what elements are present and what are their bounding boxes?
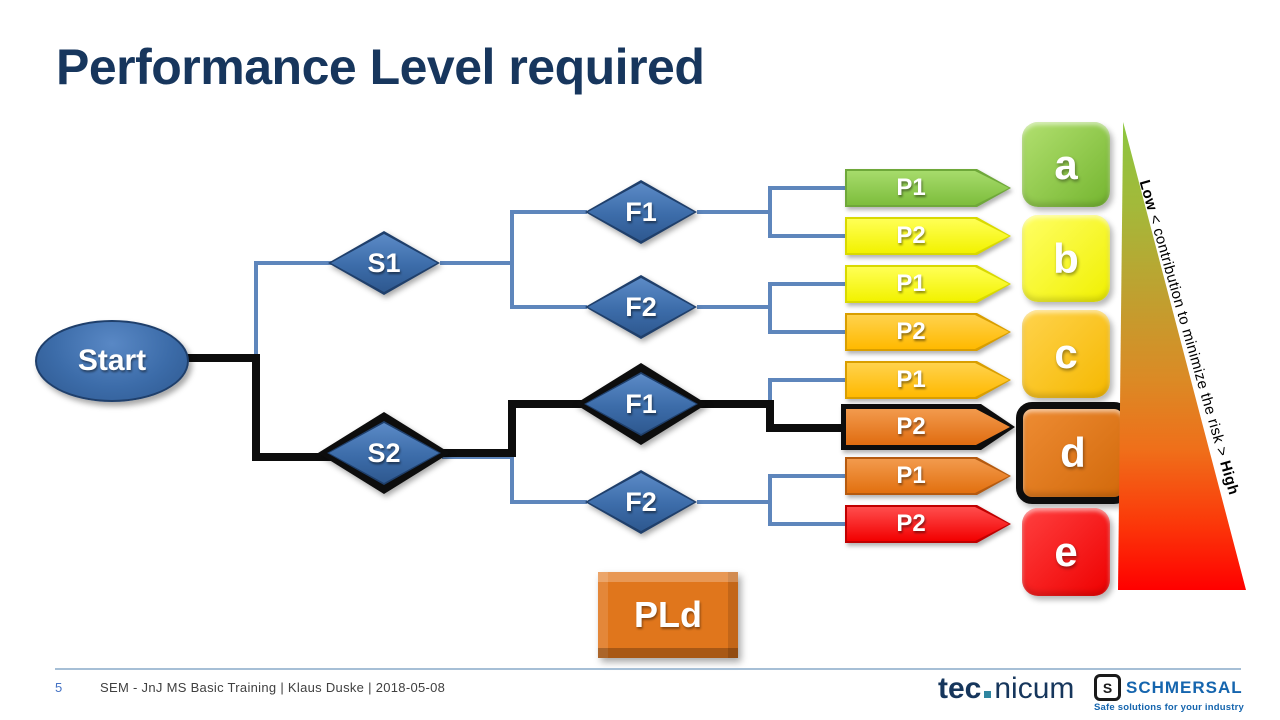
- node-label: S2: [367, 437, 401, 468]
- arrow-p1-yellow: P1: [845, 265, 1011, 303]
- result-label: d: [1060, 429, 1086, 476]
- arrow-p2-orange-highlighted: P2: [841, 404, 1015, 450]
- highlight-line: [442, 449, 516, 457]
- performance-level-result-box: PLd: [598, 572, 738, 658]
- arrow-p1-amber: P1: [845, 361, 1011, 399]
- page-number: 5: [55, 680, 63, 695]
- result-label: e: [1054, 528, 1078, 575]
- start-label: Start: [77, 344, 147, 377]
- tecnicum-dot-icon: [984, 691, 992, 698]
- connector-line: [768, 378, 852, 382]
- decision-node-s2: S2: [318, 412, 450, 494]
- connector-line: [254, 261, 332, 265]
- tecnicum-logo-part2: nicum: [994, 672, 1075, 705]
- result-box-a: a: [1022, 122, 1110, 207]
- node-label: F2: [625, 291, 657, 322]
- result-label: b: [1053, 234, 1079, 282]
- connector-line: [510, 500, 587, 504]
- highlight-line: [252, 354, 260, 461]
- connector-line: [768, 474, 852, 478]
- footer-separator: [55, 668, 1241, 670]
- connector-line: [697, 500, 772, 504]
- highlight-line: [766, 400, 774, 432]
- arrow-label: P2: [896, 413, 926, 440]
- result-box-c: c: [1022, 310, 1110, 398]
- node-label: F2: [625, 486, 657, 517]
- decision-node-f2-top: F2: [585, 275, 697, 339]
- arrow-label: P1: [896, 174, 926, 201]
- arrow-p2-yellow: P2: [845, 217, 1011, 255]
- highlight-line: [697, 400, 774, 408]
- connector-line: [510, 455, 514, 504]
- node-label: F1: [625, 388, 657, 419]
- arrow-label: P1: [896, 270, 926, 297]
- connector-line: [510, 210, 514, 309]
- highlight-line: [766, 424, 852, 432]
- arrow-p2-amber: P2: [845, 313, 1011, 351]
- arrow-label: P1: [896, 462, 926, 489]
- footer-info: SEM - JnJ MS Basic Training | Klaus Dusk…: [100, 680, 446, 695]
- connector-line: [768, 330, 852, 334]
- risk-gradient-triangle: [1118, 122, 1246, 590]
- tecnicum-logo-part1: tec: [938, 672, 982, 705]
- connector-line: [768, 522, 852, 526]
- connector-line: [510, 210, 587, 214]
- result-box-d-highlighted: d: [1016, 402, 1130, 504]
- connector-line: [768, 186, 772, 238]
- arrow-p1-orange: P1: [845, 457, 1011, 495]
- pld-label: PLd: [634, 594, 702, 635]
- schmersal-wordmark: SCHMERSAL: [1126, 678, 1243, 697]
- decision-node-s1: S1: [328, 231, 440, 295]
- highlight-line: [508, 400, 516, 457]
- result-label: a: [1054, 140, 1078, 188]
- decision-node-f1-bottom: F1: [575, 363, 707, 445]
- result-box-e: e: [1022, 508, 1110, 596]
- connector-line: [768, 282, 852, 286]
- tecnicum-logo: tec nicum: [938, 672, 1074, 706]
- decision-node-f1-top: F1: [585, 180, 697, 244]
- node-label: F1: [625, 196, 657, 227]
- connector-line: [768, 474, 772, 526]
- arrow-label: P1: [896, 366, 926, 393]
- connector-line: [442, 455, 514, 459]
- connector-line: [768, 378, 772, 410]
- connector-line: [697, 210, 772, 214]
- arrow-label: P2: [896, 510, 926, 537]
- schmersal-s-icon: S: [1094, 674, 1121, 701]
- connector-line: [697, 305, 772, 309]
- connector-line: [254, 261, 258, 360]
- start-node: Start: [35, 320, 189, 402]
- arrow-p1-green: P1: [845, 169, 1011, 207]
- arrow-p2-red: P2: [845, 505, 1011, 543]
- highlight-line: [252, 453, 332, 461]
- arrow-label: P2: [896, 318, 926, 345]
- highlight-line: [508, 400, 588, 408]
- decision-node-f2-bottom: F2: [585, 470, 697, 534]
- connector-line: [510, 305, 587, 309]
- schmersal-logo: S SCHMERSAL Safe solutions for your indu…: [1094, 674, 1274, 713]
- schmersal-tagline: Safe solutions for your industry: [1094, 702, 1244, 713]
- connector-line: [768, 186, 852, 190]
- node-label: S1: [367, 247, 401, 278]
- connector-line: [440, 261, 514, 265]
- connector-line: [768, 282, 772, 334]
- connector-line: [768, 234, 852, 238]
- highlight-line: [178, 354, 260, 362]
- result-label: c: [1054, 330, 1078, 377]
- arrow-label: P2: [896, 222, 926, 249]
- page-title: Performance Level required: [56, 39, 705, 95]
- result-box-b: b: [1022, 215, 1110, 302]
